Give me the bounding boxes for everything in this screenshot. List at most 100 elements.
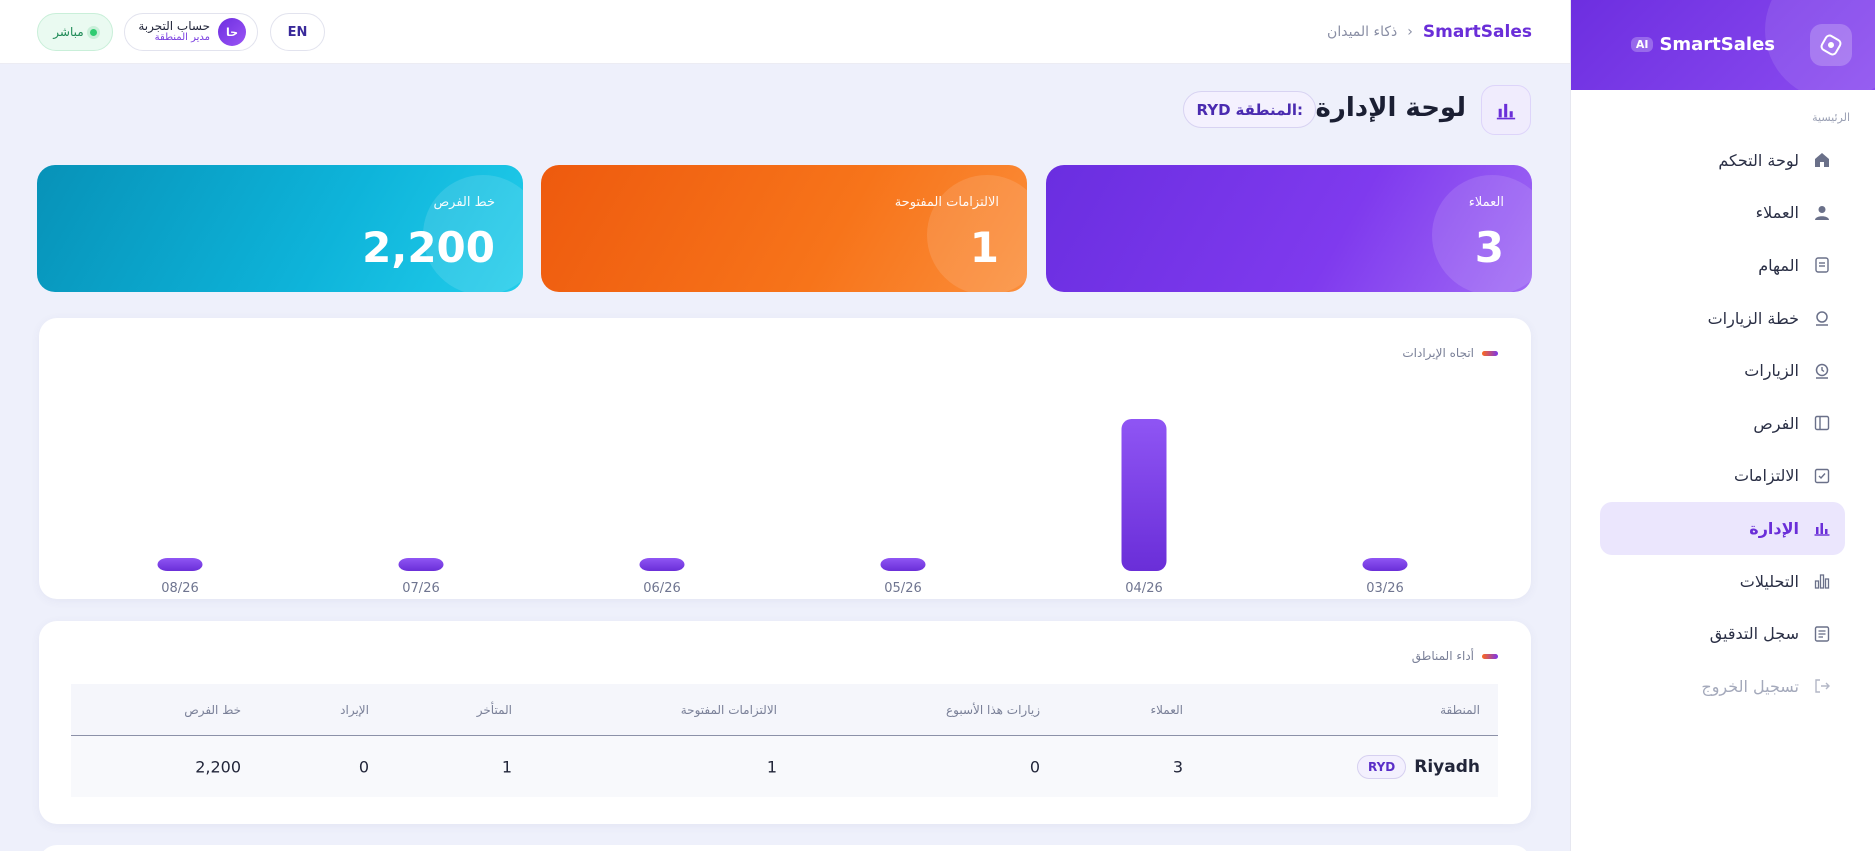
sidebar-item-label: الالتزامات xyxy=(1734,466,1799,485)
topbar: ذكاء الميدان › SmartSales EN حساب التجرب… xyxy=(0,0,1570,64)
tasks-icon xyxy=(1813,256,1831,274)
chart-bar[interactable] xyxy=(158,558,203,571)
region-name: Riyadh xyxy=(1414,757,1480,777)
x-tick-label: 05/26 xyxy=(884,581,921,596)
status-text: مباشر xyxy=(53,25,83,39)
chart-bar[interactable] xyxy=(1363,558,1408,571)
x-tick-label: 07/26 xyxy=(402,581,439,596)
sidebar-item-tasks[interactable]: المهام xyxy=(1600,239,1845,292)
sidebar-item-label: تسجيل الخروج xyxy=(1701,677,1799,696)
sidebar-item-label: الزيارات xyxy=(1744,361,1799,380)
table-row[interactable]: RYD Riyadh 3 0 1 1 0 2,200 xyxy=(71,736,1498,797)
column-header-overdue[interactable]: المتأخر xyxy=(477,703,512,717)
live-dot-icon xyxy=(90,29,97,36)
audit-log-icon xyxy=(1813,625,1831,643)
chart-bar[interactable] xyxy=(640,558,685,571)
chart-bar[interactable] xyxy=(1122,419,1167,571)
sidebar-nav: لوحة التحكم العملاء المهام خطة الزيارات … xyxy=(1600,134,1845,713)
column-header-clients[interactable]: العملاء xyxy=(1150,703,1183,717)
next-panel xyxy=(39,845,1531,851)
overdue-cell: 1 xyxy=(502,757,512,776)
region-cell: RYD Riyadh xyxy=(1357,755,1480,779)
sidebar-item-admin[interactable]: الإدارة xyxy=(1600,502,1845,555)
clients-cell: 3 xyxy=(1173,757,1183,776)
visits-week-cell: 0 xyxy=(1030,757,1040,776)
brand-header: AI SmartSales xyxy=(1571,0,1875,90)
home-icon xyxy=(1813,151,1831,169)
opportunities-icon xyxy=(1813,414,1831,432)
user-menu[interactable]: حساب التجربة مدير المنطقة حا xyxy=(124,13,258,51)
sidebar-item-label: الفرص xyxy=(1753,414,1799,433)
revenue-trend-panel: اتجاه الإيرادات 03/26 04/26 05/26 06/26 07/2… xyxy=(39,318,1531,599)
kpi-value: 2,200 xyxy=(362,223,495,272)
sidebar-item-opportunities[interactable]: الفرص xyxy=(1600,397,1845,450)
sidebar: AI SmartSales الرئيسية لوحة التحكم العمل… xyxy=(1570,0,1875,851)
chart-bar[interactable] xyxy=(881,558,926,571)
sidebar-item-label: العملاء xyxy=(1756,203,1799,222)
column-header-pipeline[interactable]: خط الفرص xyxy=(184,703,241,717)
chevron-right-icon: › xyxy=(1407,24,1413,40)
user-role: مدير المنطقة xyxy=(155,33,210,44)
kpi-clients-card: العملاء 3 xyxy=(1046,165,1532,292)
visit-plan-icon xyxy=(1813,309,1831,327)
revenue-bar-chart: 03/26 04/26 05/26 06/26 07/26 08/26 xyxy=(39,318,1531,599)
open-commitments-cell: 1 xyxy=(767,757,777,776)
breadcrumb-page[interactable]: ذكاء الميدان xyxy=(1327,24,1397,40)
x-tick-label: 04/26 xyxy=(1125,581,1162,596)
sidebar-item-label: لوحة التحكم xyxy=(1718,151,1799,170)
x-tick-label: 03/26 xyxy=(1366,581,1403,596)
brand-badge: AI xyxy=(1631,37,1654,52)
sidebar-item-dashboard[interactable]: لوحة التحكم xyxy=(1600,134,1845,187)
page-title: لوحة الإدارة xyxy=(1316,93,1466,123)
breadcrumb: ذكاء الميدان › SmartSales xyxy=(1327,22,1532,42)
sidebar-item-label: الإدارة xyxy=(1749,519,1799,538)
kpi-commitments-card: الالتزامات المفتوحة 1 xyxy=(541,165,1027,292)
sidebar-item-audit-log[interactable]: سجل التدقيق xyxy=(1600,607,1845,660)
logo-icon[interactable] xyxy=(1810,24,1852,66)
sidebar-item-visits[interactable]: الزيارات xyxy=(1600,344,1845,397)
kpi-pipeline-card: خط الفرص 2,200 xyxy=(37,165,523,292)
visits-icon xyxy=(1813,362,1831,380)
user-icon xyxy=(1813,204,1831,222)
admin-chart-icon xyxy=(1813,519,1831,537)
region-label: المنطقة: xyxy=(1236,101,1303,119)
kpi-label: العملاء xyxy=(1469,195,1504,210)
sidebar-item-logout[interactable]: تسجيل الخروج xyxy=(1600,660,1845,713)
language-toggle[interactable]: EN xyxy=(270,13,325,51)
pipeline-cell: 2,200 xyxy=(195,757,241,776)
analytics-icon xyxy=(1813,572,1831,590)
x-tick-label: 08/26 xyxy=(161,581,198,596)
column-header-region[interactable]: المنطقة xyxy=(1440,703,1480,717)
kpi-label: الالتزامات المفتوحة xyxy=(895,195,999,210)
region-performance-panel: أداء المناطق المنطقة العملاء زيارات هذا … xyxy=(39,621,1531,824)
kpi-label: خط الفرص xyxy=(433,195,495,210)
table-header: المنطقة العملاء زيارات هذا الأسبوع الالت… xyxy=(71,684,1498,736)
sidebar-item-analytics[interactable]: التحليلات xyxy=(1600,555,1845,608)
avatar: حا xyxy=(218,18,246,46)
region-code-badge: RYD xyxy=(1357,755,1406,779)
sidebar-item-label: المهام xyxy=(1758,256,1799,275)
panel-title: أداء المناطق xyxy=(1412,649,1498,663)
live-status-badge: مباشر xyxy=(37,13,113,51)
column-header-open-commitments[interactable]: الالتزامات المفتوحة xyxy=(681,703,777,717)
sidebar-item-label: التحليلات xyxy=(1740,572,1799,591)
column-header-visits-week[interactable]: زيارات هذا الأسبوع xyxy=(946,703,1040,717)
sidebar-item-label: سجل التدقيق xyxy=(1710,624,1799,643)
commitments-icon xyxy=(1813,467,1831,485)
table-title: أداء المناطق xyxy=(1412,649,1474,663)
brand-title: SmartSales xyxy=(1659,34,1775,55)
sidebar-item-visit-plan[interactable]: خطة الزيارات xyxy=(1600,292,1845,345)
nav-section-label: الرئيسية xyxy=(1812,111,1850,124)
sidebar-item-commitments[interactable]: الالتزامات xyxy=(1600,450,1845,503)
logout-icon xyxy=(1813,677,1831,695)
x-tick-label: 06/26 xyxy=(643,581,680,596)
column-header-revenue[interactable]: الإيراد xyxy=(340,703,369,717)
chart-bar[interactable] xyxy=(399,558,444,571)
revenue-cell: 0 xyxy=(359,757,369,776)
title-accent-icon xyxy=(1482,654,1498,659)
region-table: المنطقة العملاء زيارات هذا الأسبوع الالت… xyxy=(71,684,1498,797)
breadcrumb-brand[interactable]: SmartSales xyxy=(1423,22,1532,42)
region-badge: RYD المنطقة: xyxy=(1183,91,1316,128)
admin-chart-icon xyxy=(1481,85,1531,135)
sidebar-item-clients[interactable]: العملاء xyxy=(1600,187,1845,240)
